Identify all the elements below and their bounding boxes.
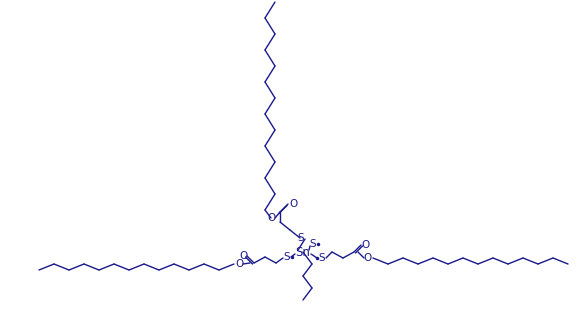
- Text: O: O: [267, 213, 275, 223]
- Text: S: S: [319, 253, 325, 263]
- Text: O: O: [235, 259, 243, 269]
- Text: S: S: [298, 233, 304, 243]
- Text: O: O: [239, 251, 247, 261]
- Text: S: S: [310, 239, 316, 249]
- Text: S: S: [284, 252, 291, 262]
- Text: O: O: [361, 240, 369, 250]
- Text: O: O: [364, 253, 372, 263]
- Text: O: O: [289, 199, 297, 209]
- Text: Sn: Sn: [296, 245, 311, 259]
